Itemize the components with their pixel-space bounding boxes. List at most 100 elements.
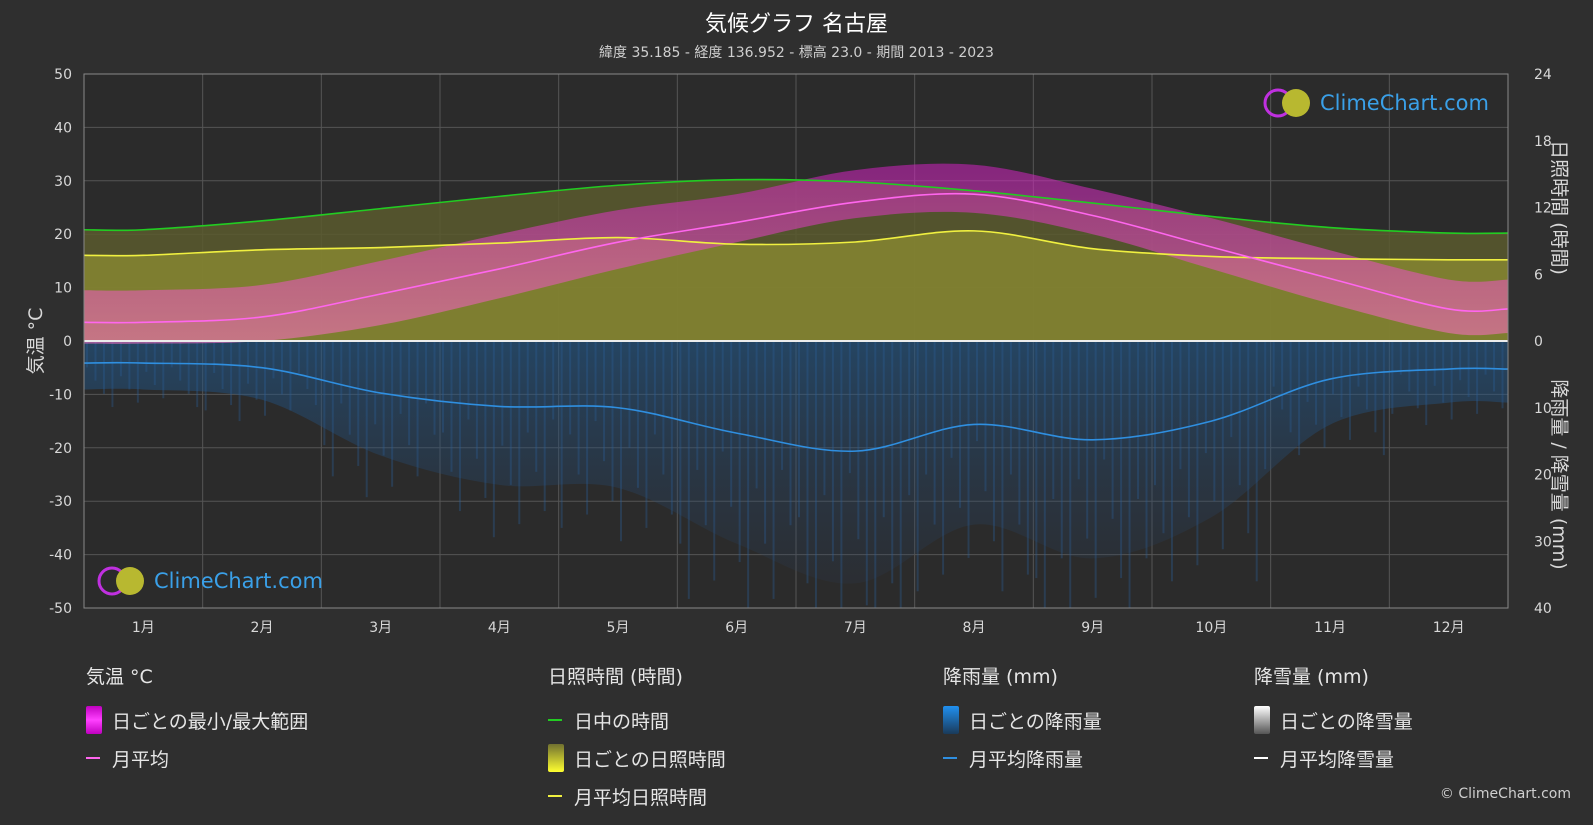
rain-daily-bar — [1476, 341, 1479, 414]
rain-daily-bar — [484, 341, 487, 498]
rain-daily-bar — [1043, 341, 1046, 608]
axes: 50 40 30 20 10 0 -10 -20 -30 -40 -50 24 18 12 6 0 10 20 30… — [25, 67, 1570, 636]
rain-daily-bar — [814, 341, 817, 608]
rain-daily-bar — [908, 341, 911, 496]
rain-daily-bar — [230, 341, 233, 406]
rain-daily-bar — [1128, 341, 1131, 608]
rain-daily-bar — [798, 341, 800, 518]
legend-sunshine: 日照時間 (時間) 日中の時間 日ごとの日照時間 月平均日照時間 — [548, 662, 726, 815]
rain-daily-bar — [526, 341, 529, 433]
rain-daily-bar — [501, 341, 504, 446]
rain-daily-bar — [1382, 341, 1385, 456]
rain-daily-bar — [297, 341, 300, 374]
rain-daily-bar — [128, 341, 131, 390]
sunshine-avg-line — [84, 230, 1508, 261]
rain-daily-bar — [543, 341, 546, 512]
rain-daily-bar — [772, 341, 775, 599]
rain-daily-bar — [586, 341, 589, 515]
rain-daily-bar — [645, 341, 648, 528]
rain-daily-bar — [306, 341, 309, 390]
rain-daily-bar — [636, 341, 639, 488]
rain-daily-bar — [840, 341, 843, 608]
rain-daily-bar — [314, 341, 317, 406]
rain-daily-bar — [187, 341, 190, 394]
right-hours-tick-label: 0 — [1534, 334, 1543, 350]
rain-daily-bar — [1501, 341, 1504, 409]
rain-daily-bar — [102, 341, 105, 394]
rain-daily-bar — [272, 341, 275, 379]
logo-bottom[interactable]: ClimeChart.com — [96, 564, 323, 598]
rain-daily-bar — [348, 341, 351, 435]
right-hours-tick-label: 12 — [1534, 201, 1552, 217]
rain-daily-bar — [899, 341, 902, 608]
rain-daily-bar — [594, 341, 597, 422]
rain-daily-bar — [1340, 341, 1343, 418]
legend-item: 日ごとの降雪量 — [1254, 701, 1413, 739]
rain-daily-bar — [145, 341, 148, 372]
rain-daily-bar — [984, 341, 987, 492]
month-tick-label: 7月 — [844, 620, 867, 636]
rain-daily-bar — [1348, 341, 1351, 440]
rain-daily-bar — [747, 341, 750, 608]
rain-daily-bar — [1018, 341, 1021, 525]
legend-label: 日ごとの日照時間 — [574, 748, 726, 771]
snow-daily-swatch — [1254, 706, 1270, 734]
left-tick-label: -10 — [49, 387, 72, 403]
left-axis-title: 気温 °C — [25, 308, 47, 375]
rain-daily-bar — [136, 341, 139, 403]
sunshine-daily-swatch — [548, 744, 564, 772]
legend-title: 降雪量 (mm) — [1254, 666, 1369, 688]
legend-label: 日ごとの降雨量 — [969, 710, 1102, 733]
month-tick-label: 6月 — [725, 620, 748, 636]
rain-daily-bar — [577, 341, 580, 475]
rain-daily-bar — [925, 341, 928, 475]
month-tick-label: 10月 — [1195, 620, 1227, 636]
legend-label: 月平均日照時間 — [574, 786, 708, 809]
rain-daily-bar — [789, 341, 792, 526]
rain-daily-bar — [374, 341, 377, 425]
left-tick-label: 50 — [54, 67, 72, 83]
rain-daily-bar — [1408, 341, 1411, 392]
rain-daily-bar — [509, 341, 512, 485]
logo-text: ClimeChart.com — [1320, 91, 1489, 115]
rain-daily-bar — [458, 341, 461, 512]
rain-daily-bar — [1069, 341, 1072, 608]
rain-daily-bar — [823, 341, 826, 496]
rain-daily-bar — [569, 341, 572, 435]
month-tick-label: 8月 — [963, 620, 986, 636]
rain-daily-bar — [289, 341, 292, 411]
series-lines — [84, 178, 1508, 453]
rain-daily-bar — [442, 341, 444, 433]
rain-daily-bar — [1442, 341, 1445, 403]
rain-daily-bar — [874, 341, 877, 608]
left-tick-label: -20 — [49, 441, 72, 457]
rain-daily-bar — [942, 341, 945, 575]
rain-daily-bar — [1323, 341, 1326, 448]
rain-daily-bar — [196, 341, 199, 408]
legend-item: 月平均日照時間 — [548, 777, 726, 815]
rain-daily-bar — [1103, 341, 1106, 460]
rain-daily-bar — [806, 341, 809, 584]
rain-daily-bar — [882, 341, 885, 518]
rain-daily-bar — [264, 341, 266, 416]
rain-daily-bar — [1306, 341, 1309, 402]
rain-daily-bar — [670, 341, 673, 515]
rain-daily-bar — [696, 341, 699, 470]
rain-daily-bar — [628, 341, 631, 448]
climechart-logo-icon — [1263, 88, 1310, 118]
rain-daily-bar — [1357, 341, 1360, 387]
rain-daily-bar — [1154, 341, 1156, 486]
month-tick-label: 12月 — [1433, 620, 1465, 636]
legend-rain: 降雨量 (mm) 日ごとの降雨量 月平均降雨量 — [943, 662, 1102, 777]
rain-daily-bar — [1204, 341, 1207, 454]
rain-daily-bar — [721, 341, 724, 452]
legend-item: 日ごとの日照時間 — [548, 739, 726, 777]
legend-title: 日照時間 (時間) — [548, 666, 683, 688]
rain-daily-bar — [611, 341, 614, 502]
rain-daily-bar — [1459, 341, 1462, 381]
rain-daily-bar — [865, 341, 868, 606]
month-tick-label: 4月 — [488, 620, 511, 636]
rain-daily-bar — [475, 341, 478, 459]
logo-top[interactable]: ClimeChart.com — [1262, 86, 1489, 120]
temp-range-band — [84, 163, 1508, 344]
